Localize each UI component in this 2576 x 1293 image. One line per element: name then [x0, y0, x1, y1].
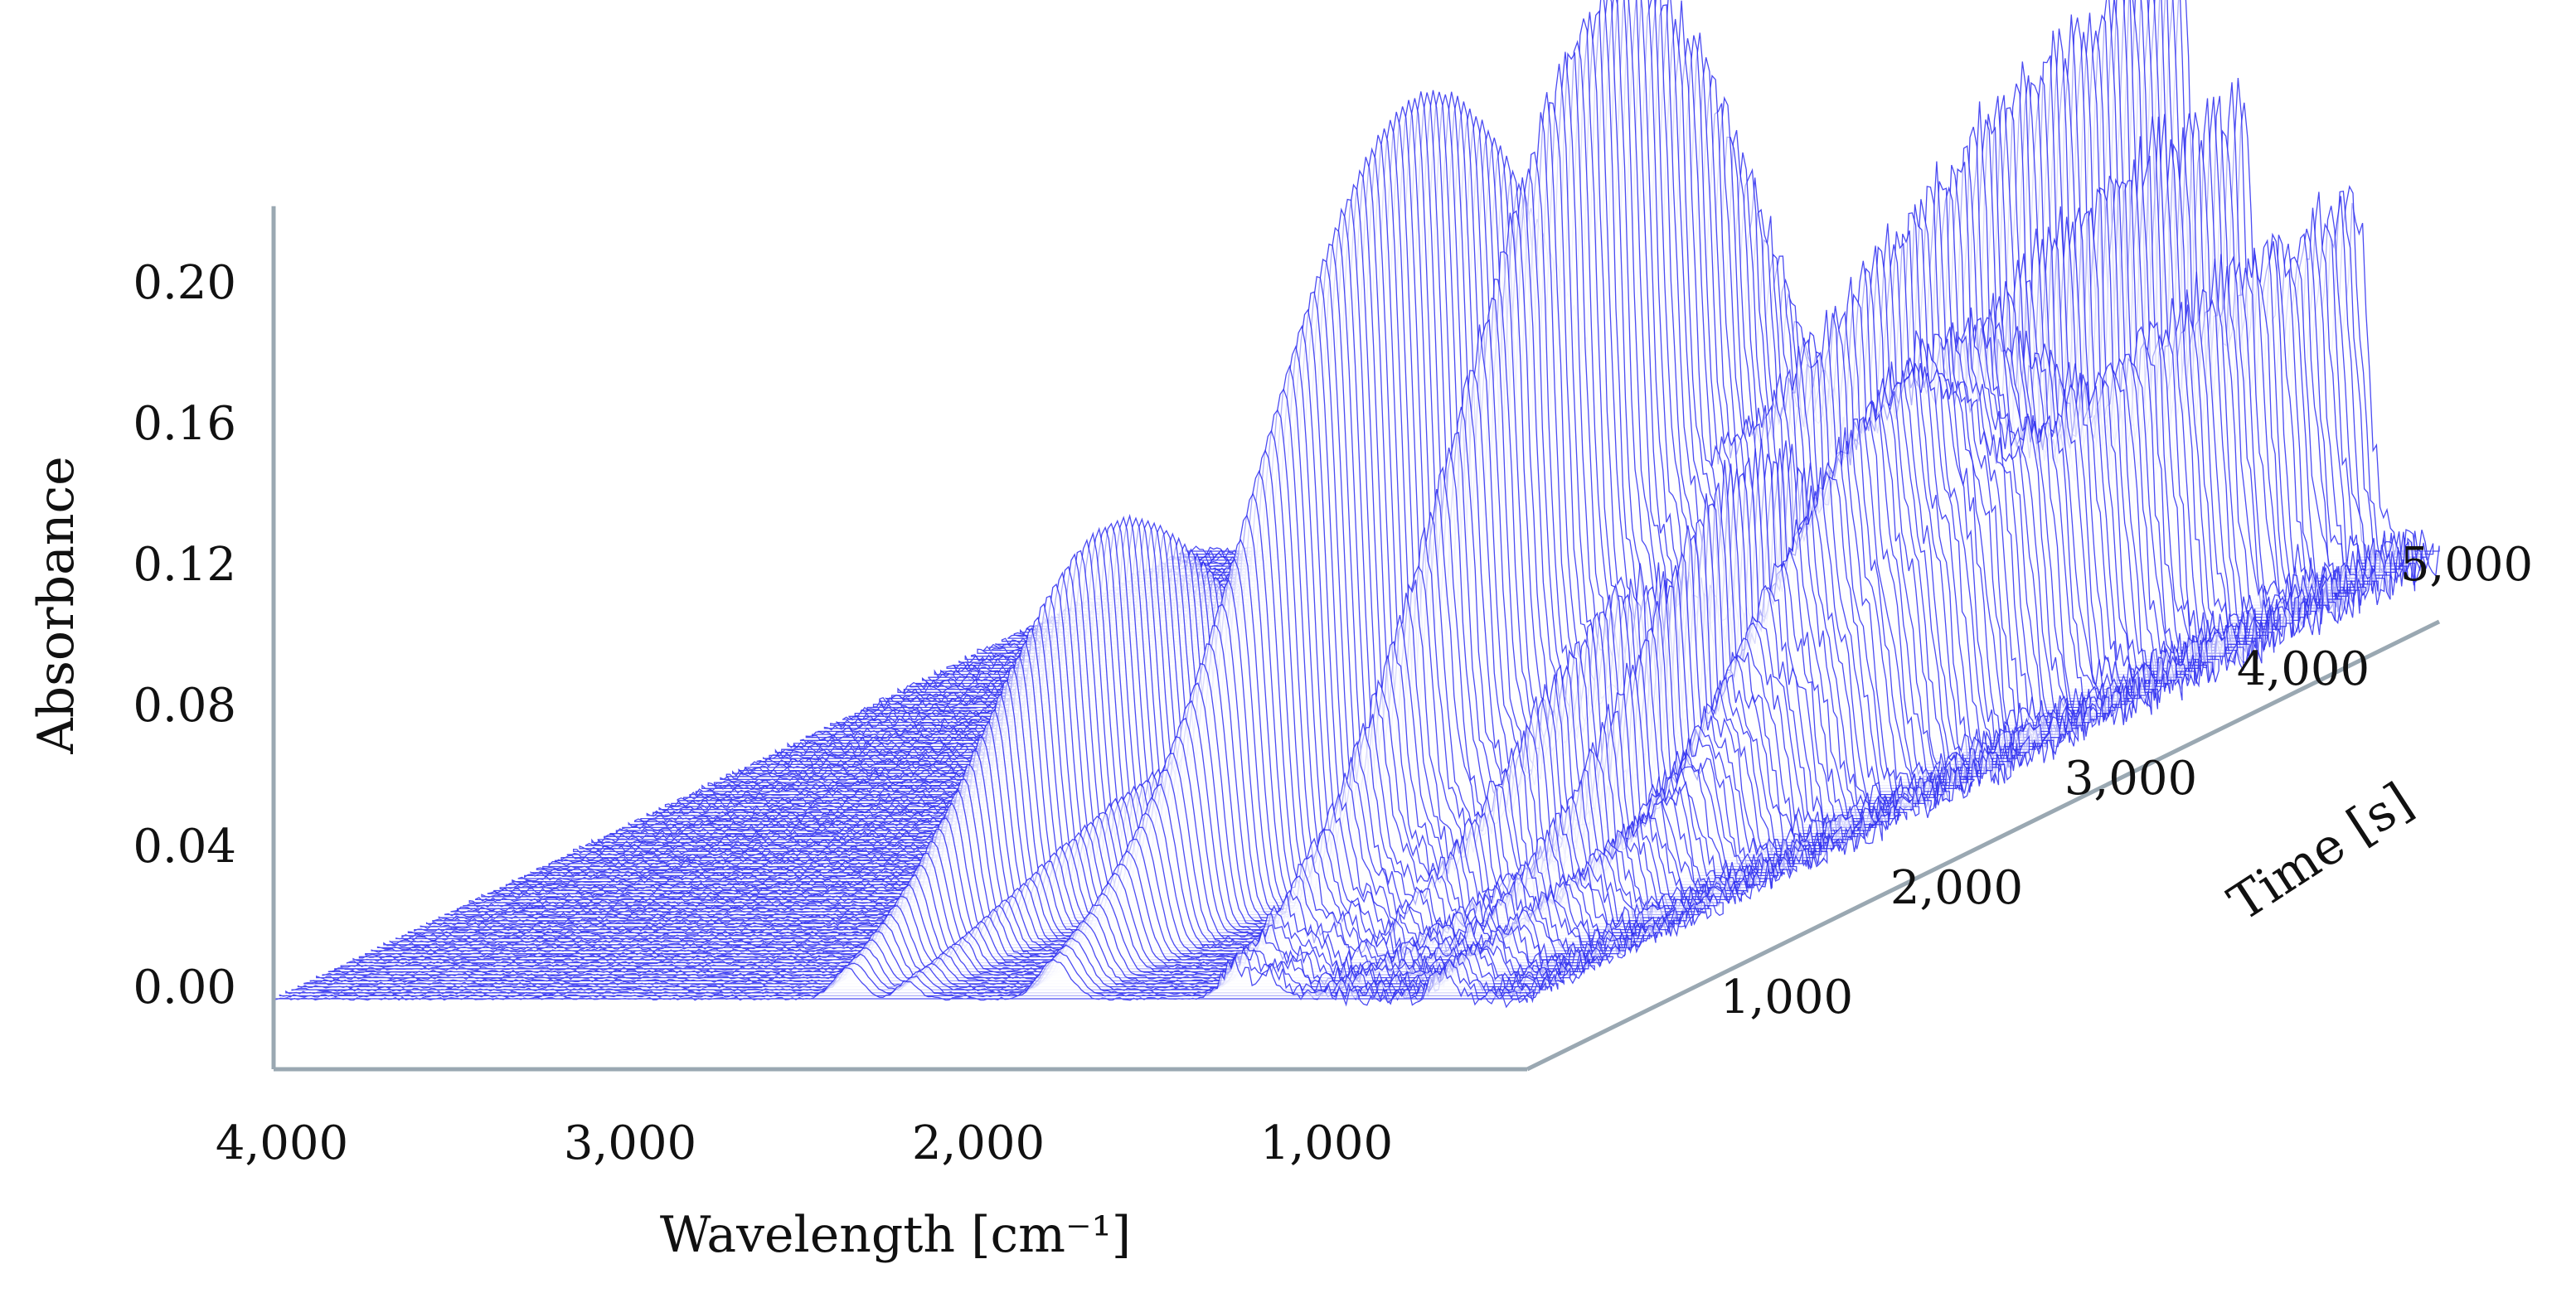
y-tick-labels: 0.00 0.04 0.08 0.12 0.16 0.20 — [133, 256, 236, 1015]
z-axis-line — [1526, 619, 2441, 1072]
z-tick-label: 2,000 — [1890, 861, 2023, 915]
y-tick-label: 0.04 — [133, 820, 236, 874]
z-tick-label: 5,000 — [2400, 538, 2533, 592]
y-axis-title: Absorbance — [27, 456, 85, 754]
x-axis-title: Wavelength [cm⁻¹] — [660, 1206, 1131, 1264]
x-tick-label: 2,000 — [912, 1116, 1045, 1170]
x-tick-label: 3,000 — [564, 1116, 696, 1170]
y-tick-label: 0.00 — [133, 961, 236, 1015]
x-tick-labels: 4,000 3,000 2,000 1,000 — [216, 1116, 1393, 1170]
y-tick-label: 0.08 — [133, 679, 236, 733]
z-tick-label: 1,000 — [1720, 971, 1853, 1024]
z-tick-labels: 1,000 2,000 3,000 4,000 5,000 — [1720, 538, 2533, 1024]
x-tick-label: 4,000 — [216, 1116, 348, 1170]
y-tick-label: 0.16 — [133, 397, 236, 451]
y-tick-label: 0.20 — [133, 256, 236, 310]
z-tick-label: 4,000 — [2237, 642, 2370, 696]
z-axis-title: Time [s] — [2219, 772, 2423, 932]
spectrum-line — [273, 955, 1528, 1009]
z-tick-label: 3,000 — [2064, 752, 2197, 806]
y-tick-label: 0.12 — [133, 538, 236, 592]
spectra-surface — [273, 0, 2440, 1009]
x-tick-label: 1,000 — [1260, 1116, 1393, 1170]
axes-frame — [271, 206, 2441, 1072]
